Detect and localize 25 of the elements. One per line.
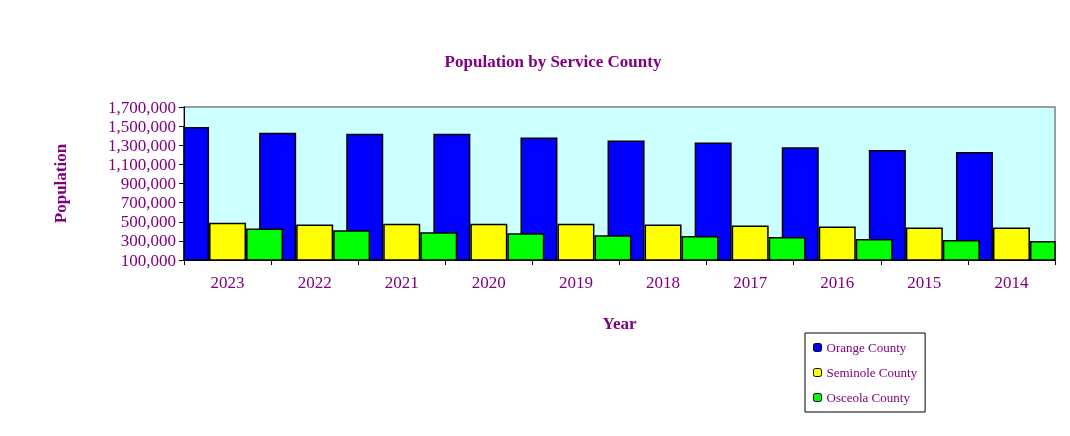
x-axis-title: Year: [602, 314, 637, 333]
y-tick-label: 1,500,000: [108, 116, 176, 136]
y-tick-label: 500,000: [120, 212, 176, 232]
y-tick-label: 900,000: [120, 174, 176, 193]
x-tick-label: 2015: [907, 273, 942, 292]
legend-label: Seminole County: [826, 365, 918, 380]
chart-title: Population by Service County: [444, 52, 662, 71]
y-tick-label: 1,700,000: [108, 97, 176, 117]
x-tick-label: 2022: [297, 273, 332, 292]
y-tick-label: 1,300,000: [108, 135, 176, 155]
y-tick-label: 1,100,000: [108, 154, 176, 174]
y-tick-label: 100,000: [120, 250, 176, 270]
y-axis-title: Population: [51, 143, 70, 224]
x-tick-label: 2017: [733, 273, 768, 292]
y-tick-label: 700,000: [120, 193, 176, 213]
x-tick-label: 2023: [210, 273, 245, 292]
legend-label: Osceola County: [826, 390, 911, 405]
x-tick-label: 2018: [646, 273, 681, 292]
x-tick-label: 2016: [820, 273, 855, 292]
x-tick-label: 2020: [471, 273, 506, 292]
x-tick-label: 2021: [384, 273, 419, 292]
y-tick-label: 300,000: [120, 231, 176, 251]
legend-label: Orange County: [826, 340, 907, 355]
x-tick-label: 2019: [558, 273, 593, 292]
x-tick-label: 2014: [994, 273, 1029, 292]
